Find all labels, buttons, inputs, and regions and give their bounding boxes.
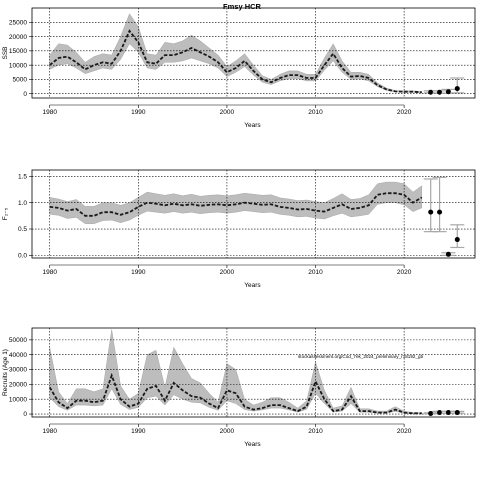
recruitment-panel: 1980 1990 2000 2010 2020 0 10000 20000 30000 4000…: [2, 327, 476, 448]
y-tick-label: 25000: [9, 19, 27, 26]
x-tick-label: 2020: [397, 109, 412, 116]
estimate-line: [49, 29, 422, 94]
forecast-point: [428, 89, 434, 95]
forecast-point: [445, 89, 451, 95]
y-tick-label: 5000: [13, 77, 28, 84]
y-tick-label: 10000: [9, 62, 27, 69]
y-axis-title: SSB: [2, 46, 9, 59]
x-tick-label: 1980: [42, 109, 57, 116]
y-tick-label: 1.0: [18, 200, 27, 207]
confidence-band: [49, 181, 422, 224]
x-tick-label: 2020: [397, 428, 412, 435]
forecast-point: [428, 410, 434, 416]
x-tick-label: 2010: [308, 109, 323, 116]
plot-frame: [31, 169, 476, 259]
confidence-band: [49, 13, 422, 94]
ssb-panel: 1980 1990 2000 2010 2020 0 5000 10000 15000 20000…: [2, 7, 476, 129]
forecast-point: [454, 410, 460, 416]
watermark-text: stockassessment.org/Cod_7ek_2024_prelimi…: [298, 354, 424, 359]
y-tick-label: 0.5: [18, 226, 27, 233]
y-tick-label: 30000: [9, 367, 27, 374]
figure-title: Fmsy HCR: [223, 2, 262, 11]
x-tick-label: 1990: [131, 109, 146, 116]
x-axis-title: Years: [244, 282, 261, 289]
y-tick-label: 40000: [9, 352, 27, 359]
plot-frame: [31, 7, 476, 99]
y-tick-label: 15000: [9, 48, 27, 55]
x-tick-label: 2000: [220, 428, 235, 435]
y-tick-label: 20000: [9, 34, 27, 41]
forecast-point: [445, 251, 451, 257]
x-tick-label: 1980: [42, 269, 57, 276]
fbar-panel: 1980 1990 2000 2010 2020 0.0 0.5 1.0 1.5 Years F₂₋…: [2, 169, 476, 289]
forecast-point: [454, 86, 460, 92]
forecast-point: [437, 410, 443, 416]
forecast-point: [437, 89, 443, 95]
x-axis-title: Years: [244, 122, 261, 129]
forecast-point: [437, 209, 443, 215]
y-tick-label: 0: [23, 411, 27, 418]
y-axis-title: F₂₋₅: [2, 207, 9, 220]
y-axis-title: Recruits (Age 1): [2, 349, 9, 396]
forecast-point: [445, 410, 451, 416]
y-tick-label: 0: [23, 91, 27, 98]
x-tick-label: 1990: [131, 428, 146, 435]
y-tick-label: 1.5: [18, 174, 27, 181]
estimate-line: [48, 372, 422, 415]
plot-frame: [31, 327, 476, 418]
forecast-point: [454, 237, 460, 243]
y-tick-label: 10000: [9, 396, 27, 403]
x-tick-label: 2010: [308, 428, 323, 435]
x-tick-label: 2000: [220, 109, 235, 116]
estimate-line: [49, 192, 423, 217]
y-tick-label: 0.0: [18, 253, 27, 260]
y-tick-label: 50000: [9, 337, 27, 344]
y-tick-label: 20000: [9, 382, 27, 389]
x-tick-label: 2010: [308, 269, 323, 276]
forecast-point: [428, 209, 434, 215]
x-tick-label: 2000: [220, 269, 235, 276]
confidence-band: [49, 329, 422, 414]
x-axis-title: Years: [244, 441, 261, 448]
x-tick-label: 1990: [131, 269, 146, 276]
x-tick-label: 1980: [42, 428, 57, 435]
x-tick-label: 2020: [397, 269, 412, 276]
